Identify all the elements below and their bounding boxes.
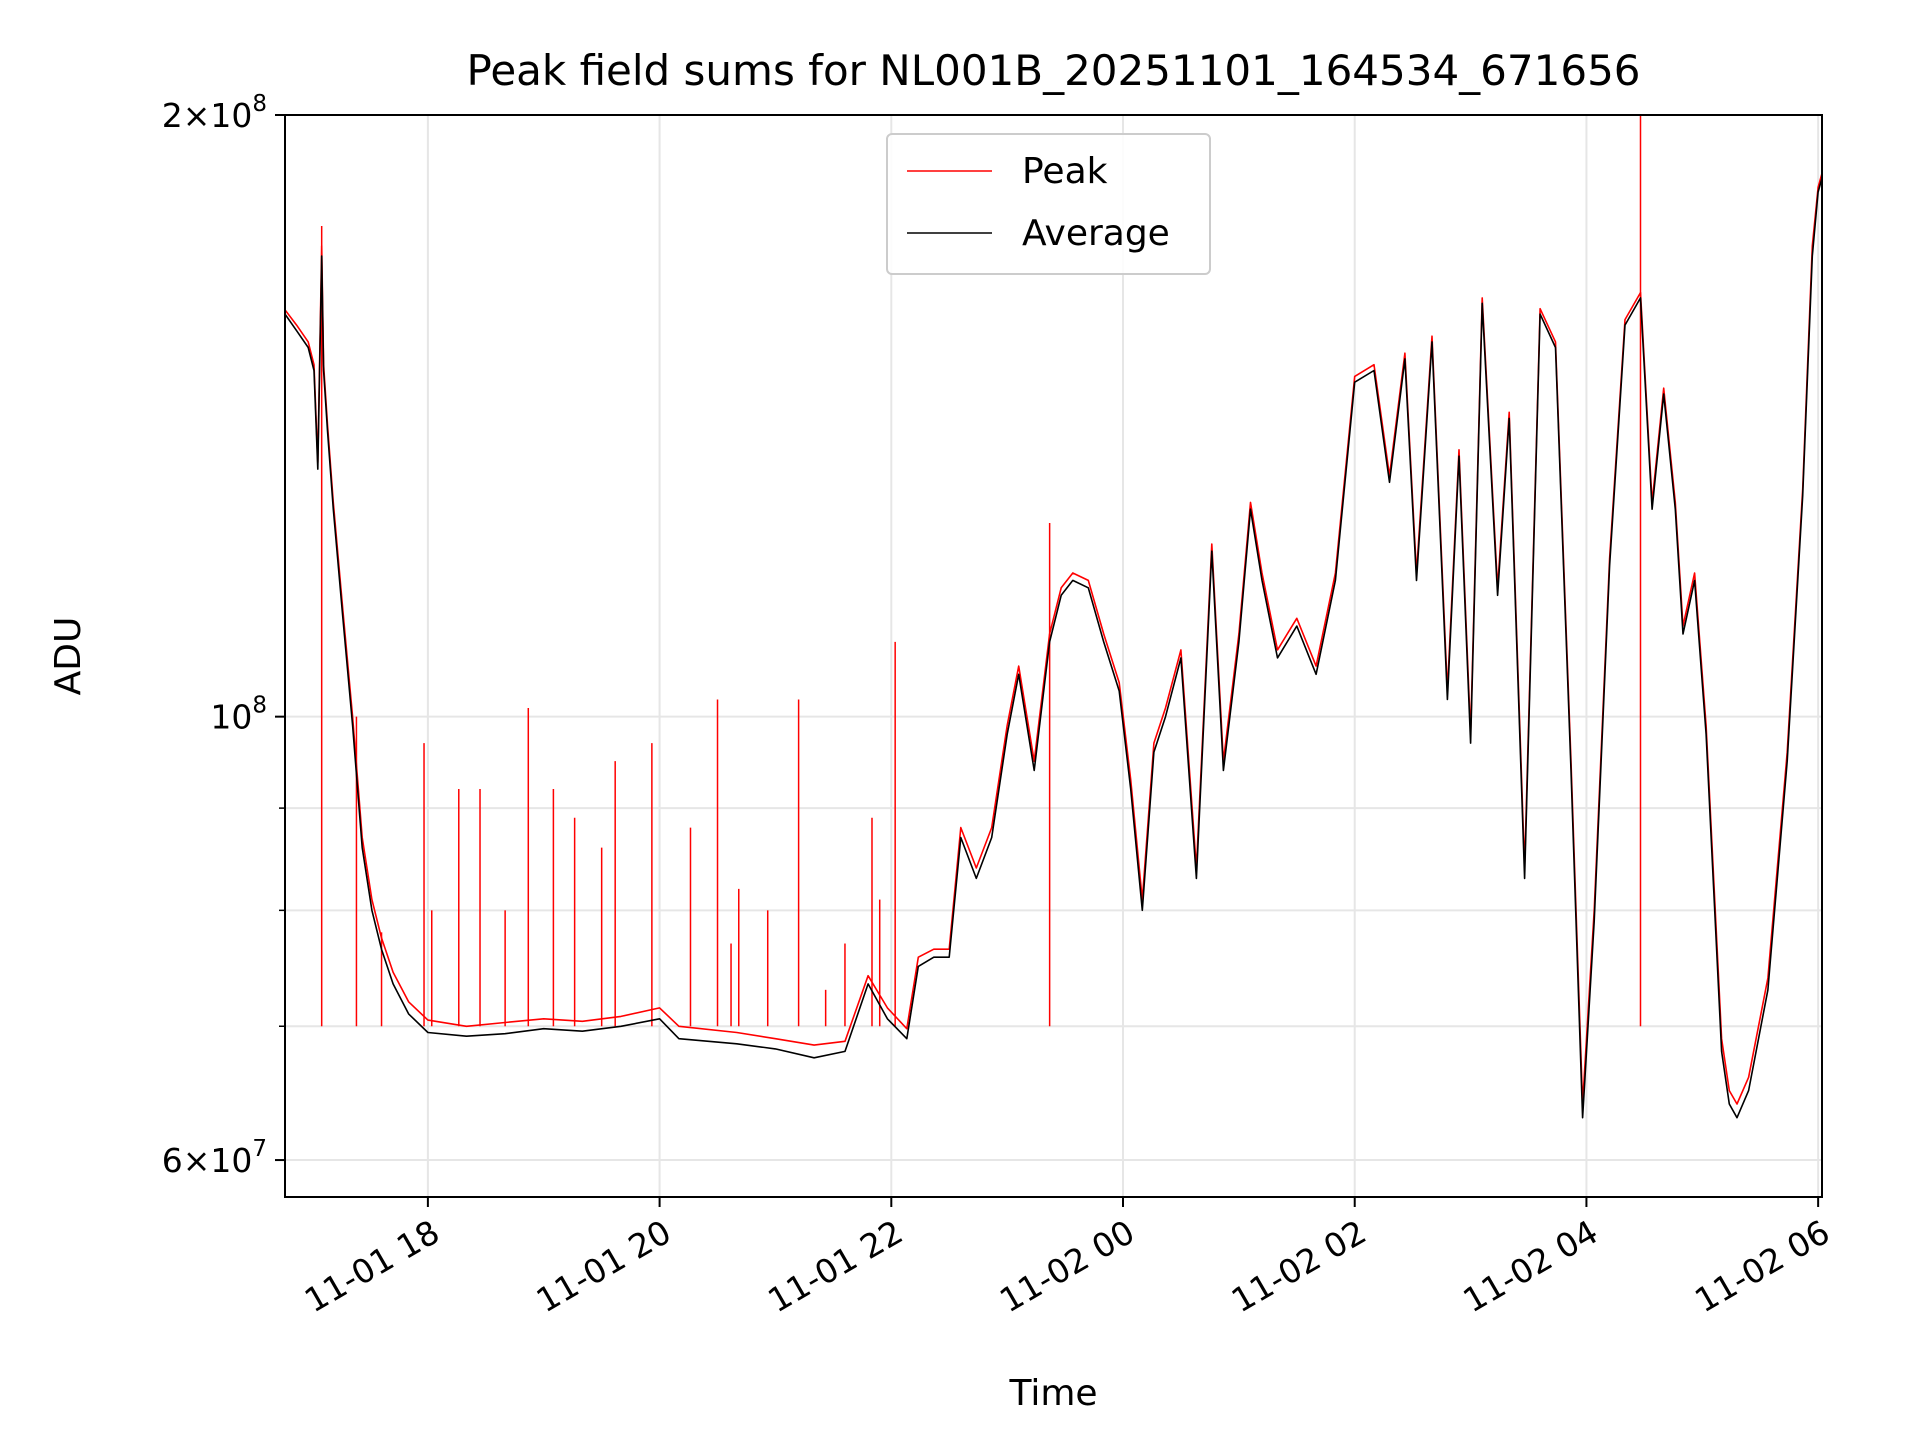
grid xyxy=(285,114,1822,1197)
legend-label-peak: Peak xyxy=(1022,151,1108,192)
y-tick-label: 2×108 xyxy=(162,91,267,135)
axes-frame xyxy=(284,114,1823,1198)
y-tick-label: 108 xyxy=(210,693,267,737)
y-axis: 6×107 108 2×108 xyxy=(162,91,285,1180)
plot-area xyxy=(285,115,1822,1119)
y-tick-label: 6×107 xyxy=(162,1136,267,1180)
series-line-average xyxy=(285,177,1822,1119)
legend-label-average: Average xyxy=(1022,213,1170,254)
series-line-peak xyxy=(285,173,1822,1105)
y-axis-label: ADU xyxy=(48,617,89,696)
chart-title: Peak field sums for NL001B_20251101_1645… xyxy=(466,46,1640,95)
legend: Peak Average xyxy=(886,133,1211,275)
legend-box xyxy=(886,133,1211,275)
x-axis-label: Time xyxy=(1008,1373,1097,1414)
